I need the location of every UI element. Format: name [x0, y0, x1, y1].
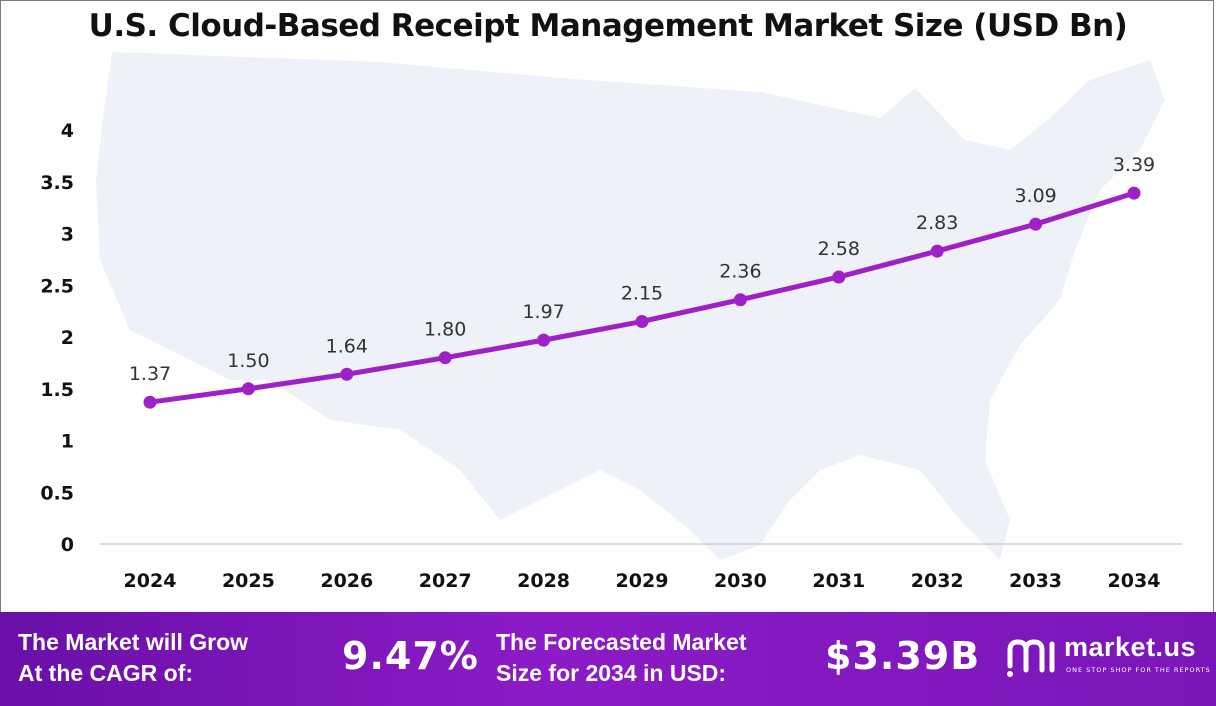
data-label: 1.50: [227, 350, 269, 372]
forecast-value: $3.39B: [825, 634, 981, 678]
y-tick-label: 2.5: [40, 275, 74, 297]
x-tick-label: 2027: [419, 570, 472, 592]
y-tick-label: 3.5: [40, 172, 74, 194]
data-point: [241, 382, 255, 396]
brand-tagline: ONE STOP SHOP FOR THE REPORTS: [1066, 666, 1211, 674]
y-axis-ticks: 0 0.5 1 1.5 2 2.5 3 3.5 4: [40, 120, 74, 556]
data-label: 1.97: [522, 301, 564, 323]
data-point: [733, 293, 747, 307]
us-map-shape: [96, 52, 1165, 560]
data-labels: 1.37 1.50 1.64 1.80 1.97 2.15 2.36 2.58 2.83 3.09…: [129, 154, 1155, 385]
line-chart: 00.511.522.533.54 2024 2025 2026 2027 2028 20…: [40, 52, 1182, 592]
us-map-silhouette: [96, 52, 1165, 560]
data-points: [143, 186, 1141, 409]
y-tick-label: 0.5: [40, 482, 74, 504]
forecast-label-line1: The Forecasted Market: [496, 629, 747, 655]
data-point: [537, 333, 551, 347]
data-label: 2.15: [621, 282, 663, 304]
data-point: [438, 351, 452, 365]
x-tick-label: 2033: [1009, 570, 1062, 592]
y-tick-label: 1: [61, 431, 74, 453]
cagr-label-line2: At the CAGR of:: [18, 660, 194, 686]
data-label: 2.83: [916, 212, 958, 234]
data-point: [930, 244, 944, 258]
data-point: [635, 314, 649, 328]
data-label: 1.37: [129, 363, 171, 385]
x-tick-label: 2031: [812, 570, 865, 592]
forecast-label-line2: Size for 2034 in USD:: [496, 660, 727, 686]
x-tick-label: 2034: [1108, 570, 1161, 592]
x-tick-label: 2025: [222, 570, 275, 592]
y-tick-label: 4: [61, 120, 74, 142]
cagr-label-line1: The Market will Grow: [18, 629, 249, 655]
x-axis-ticks: 2024 2025 2026 2027 2028 2029 2030 2031 2032 2033…: [124, 570, 1161, 592]
y-tick-label: 0: [61, 534, 74, 556]
chart-title: U.S. Cloud-Based Receipt Management Mark…: [88, 8, 1128, 44]
y-tick-label: 2: [61, 327, 74, 349]
brand-logo: market.us ONE STOP SHOP FOR THE REPORTS: [1004, 624, 1210, 688]
y-tick-label: 1.5: [40, 379, 74, 401]
data-label: 2.58: [818, 238, 860, 260]
market-us-logo-icon: [1007, 639, 1055, 677]
footer-banner: The Market will Grow At the CAGR of: 9.4…: [0, 612, 1216, 706]
data-label: 3.09: [1014, 185, 1056, 207]
data-label: 2.36: [719, 261, 761, 283]
data-label: 3.39: [1113, 154, 1155, 176]
x-tick-label: 2030: [714, 570, 767, 592]
forecast-label: The Forecasted Market Size for 2034 in U…: [496, 627, 747, 689]
brand-name: market.us: [1064, 632, 1197, 662]
x-tick-label: 2024: [124, 570, 177, 592]
cagr-value: 9.47%: [342, 634, 479, 678]
data-point: [1127, 186, 1141, 200]
y-tick-label: 3: [61, 224, 74, 246]
data-point: [340, 367, 354, 381]
x-tick-label: 2032: [911, 570, 964, 592]
data-point: [143, 395, 157, 409]
x-tick-label: 2028: [517, 570, 570, 592]
x-tick-label: 2026: [320, 570, 373, 592]
data-point: [832, 270, 846, 284]
data-label: 1.64: [326, 335, 368, 357]
cagr-label: The Market will Grow At the CAGR of:: [18, 627, 248, 689]
data-point: [1029, 217, 1043, 231]
x-tick-label: 2029: [616, 570, 669, 592]
data-label: 1.80: [424, 319, 466, 341]
